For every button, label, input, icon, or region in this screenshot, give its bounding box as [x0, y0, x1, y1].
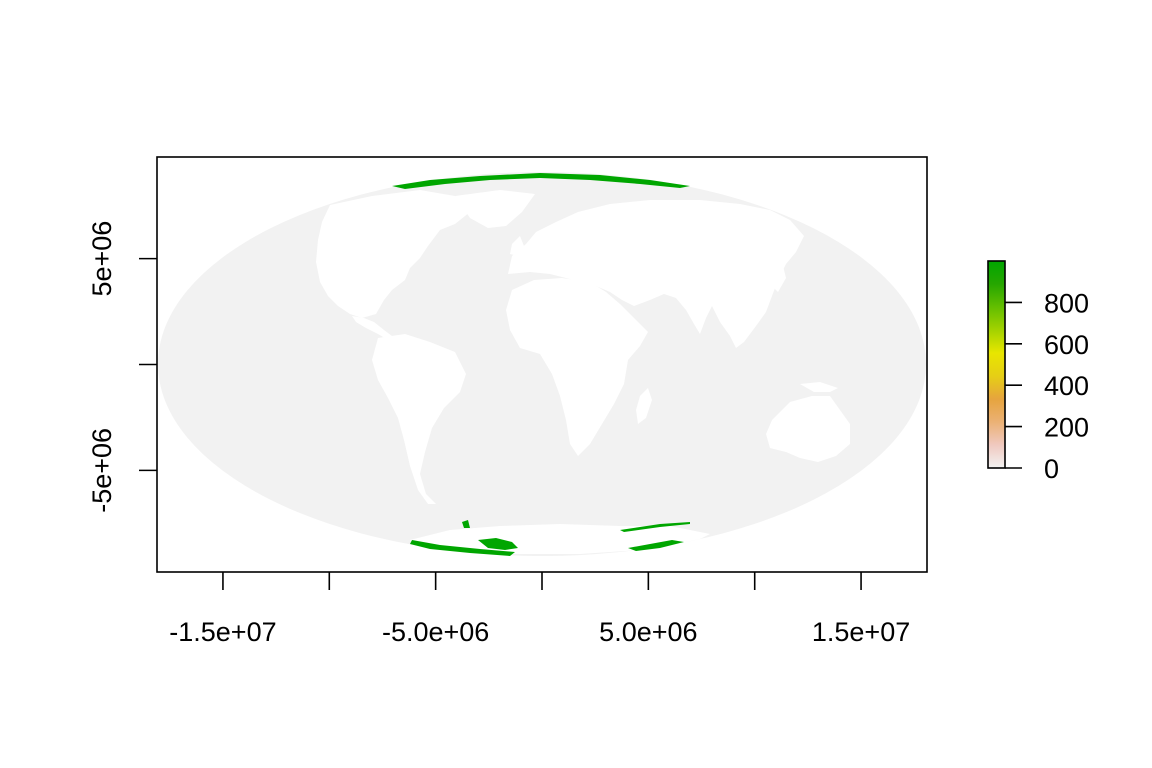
land-masses	[316, 190, 850, 554]
legend-ticks: 0 200 400 600 800	[1005, 288, 1089, 484]
antarctic-band-west	[410, 540, 515, 556]
x-axis-tick-label: 1.5e+07	[812, 617, 910, 647]
x-axis: -1.5e+07 -5.0e+06 5.0e+06 1.5e+07	[169, 572, 910, 647]
antarctic-peninsula-cells	[478, 538, 518, 550]
land-antarctica	[410, 524, 710, 554]
land-greenland	[455, 190, 535, 228]
antarctic-band-center	[620, 522, 690, 532]
legend-tick-label: 400	[1044, 371, 1089, 401]
land-uk	[510, 236, 524, 256]
land-japan	[772, 262, 786, 292]
land-south-america	[372, 334, 466, 504]
antarctic-band-east	[628, 540, 684, 551]
land-new-guinea	[800, 382, 838, 392]
legend-colorbar	[987, 260, 1006, 469]
land-africa	[506, 278, 648, 456]
x-axis-tick-label: 5.0e+06	[599, 617, 697, 647]
arctic-band	[392, 173, 690, 189]
y-axis-tick-label: -5e+06	[87, 428, 117, 513]
color-legend: 0 200 400 600 800	[987, 260, 1089, 484]
legend-tick-label: 600	[1044, 330, 1089, 360]
land-eurasia	[508, 200, 804, 348]
y-axis-tick-label: 5e+06	[87, 221, 117, 297]
legend-tick-label: 0	[1044, 454, 1059, 484]
x-axis-tick-label: -1.5e+07	[169, 617, 276, 647]
land-north-america	[316, 190, 470, 318]
land-madagascar	[636, 388, 652, 424]
raster-high-values	[392, 173, 690, 556]
land-australia	[766, 396, 850, 462]
legend-tick-label: 200	[1044, 413, 1089, 443]
land-central-america	[352, 316, 392, 340]
antarctic-small-cells	[462, 520, 470, 528]
y-axis: 5e+06 -5e+06	[87, 221, 157, 513]
legend-tick-label: 800	[1044, 288, 1089, 318]
x-axis-tick-label: -5.0e+06	[382, 617, 489, 647]
